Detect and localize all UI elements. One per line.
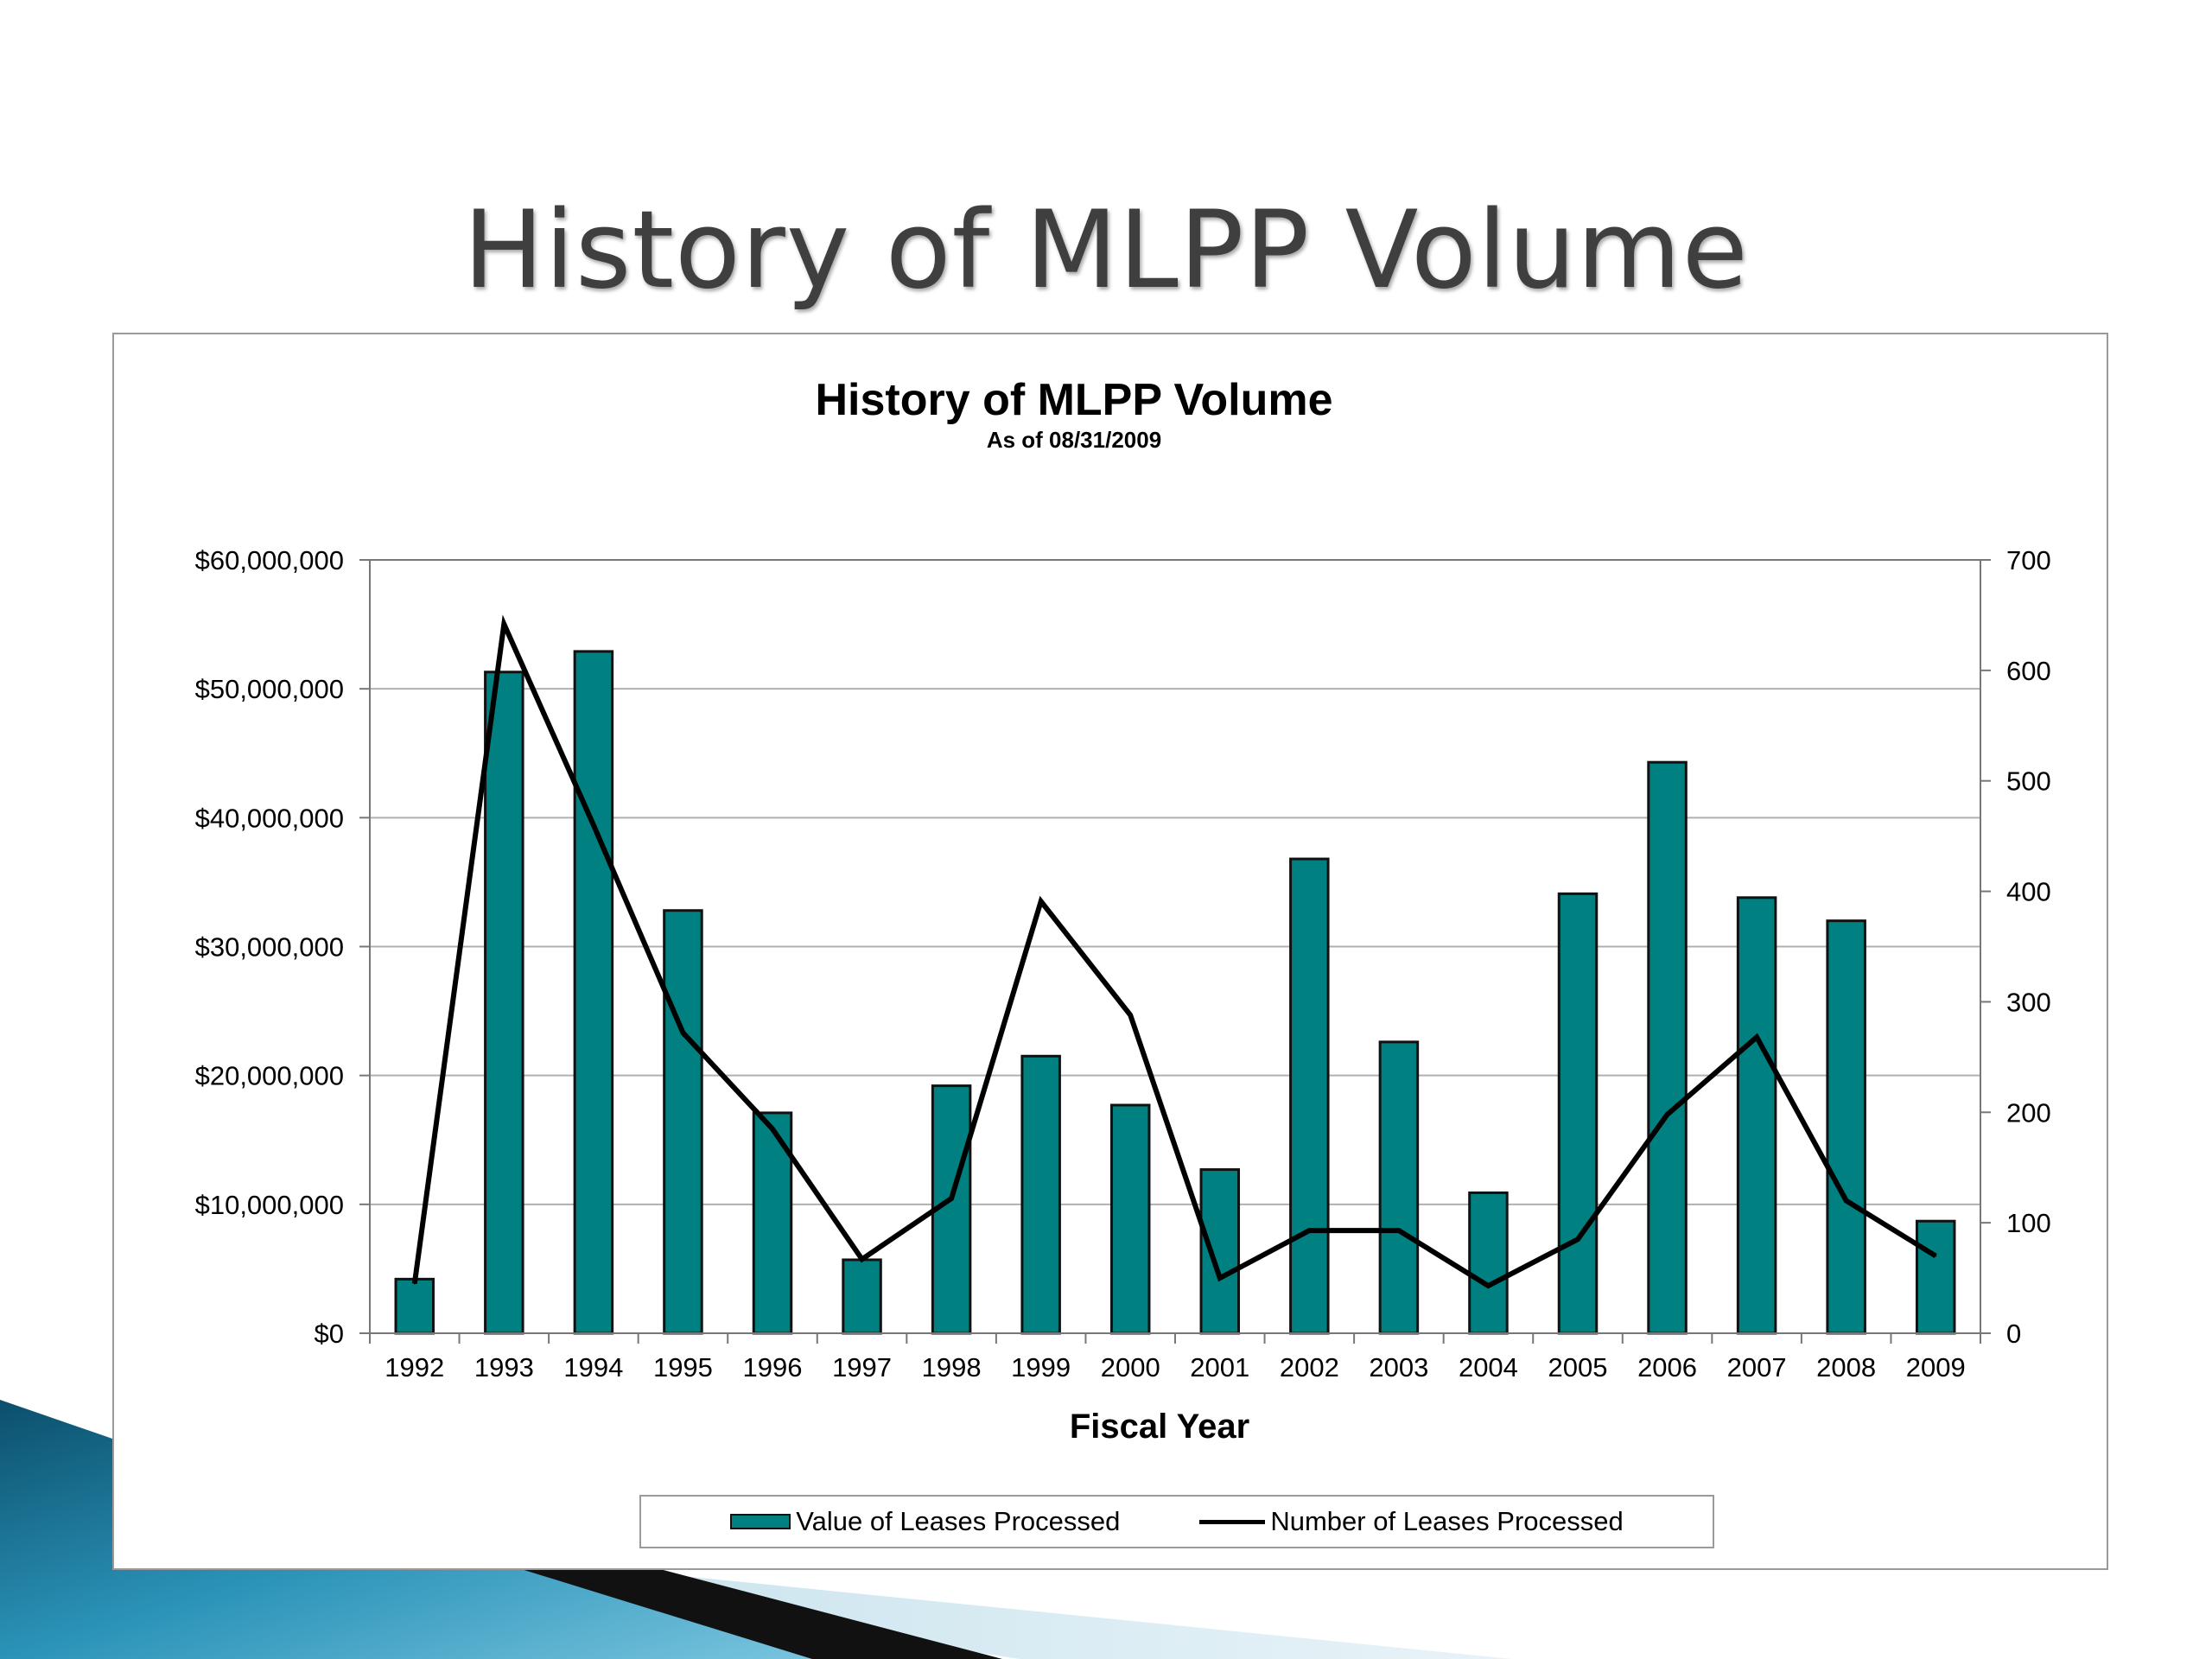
- line-point: [1756, 1036, 1758, 1039]
- x-tick-label: 1995: [653, 1352, 713, 1382]
- line-point: [1935, 1255, 1937, 1257]
- legend-item-number: Number of Leases Processed: [1199, 1506, 1624, 1537]
- line-series: [411, 614, 1937, 1289]
- bar: [1915, 1219, 1956, 1335]
- legend-swatch-line: [1199, 1519, 1266, 1524]
- bar: [484, 671, 524, 1335]
- line-point: [592, 823, 594, 826]
- x-tick-label: 2004: [1459, 1352, 1518, 1382]
- line-point: [413, 1282, 416, 1285]
- y-tick-label: $50,000,000: [195, 674, 344, 704]
- line-point: [772, 1128, 773, 1130]
- line-point: [682, 1032, 684, 1034]
- x-tick-label: 1994: [563, 1352, 623, 1382]
- bar: [1199, 1168, 1241, 1335]
- axes: $0 $10,000,000 $20,000,000 $30,000,000 $40,0…: [195, 545, 2051, 1382]
- slide-title: History of MLPP Volume: [463, 188, 1749, 313]
- slide-decoration-pale-swoosh: [518, 1568, 1512, 1659]
- bar: [1557, 892, 1599, 1335]
- y2-tick-label: 200: [2006, 1097, 2051, 1128]
- line-point: [1487, 1285, 1490, 1287]
- y-tick-label: $30,000,000: [195, 932, 344, 963]
- x-tick-label: 2006: [1637, 1352, 1697, 1382]
- line-point: [1845, 1199, 1847, 1202]
- x-tick-label: 1992: [385, 1352, 444, 1382]
- line-point: [1308, 1230, 1311, 1232]
- chart-legend: Value of Leases Processed Number of Leas…: [639, 1495, 1714, 1548]
- y2-tick-label: 600: [2006, 656, 2051, 686]
- y2-tick-label: 100: [2006, 1208, 2051, 1238]
- x-tick-label: 1999: [1011, 1352, 1071, 1382]
- line-point: [1039, 900, 1042, 903]
- x-tick-label: 2009: [1906, 1352, 1966, 1382]
- chart-subtitle: As of 08/31/2009: [987, 427, 1161, 453]
- x-tick-label: 1998: [922, 1352, 982, 1382]
- series-line-number-of-leases: [411, 614, 1937, 1289]
- bar-series: [394, 650, 1956, 1335]
- y-tick-label: $40,000,000: [195, 803, 344, 833]
- y2-tick-label: 300: [2006, 987, 2051, 1017]
- bar: [663, 909, 703, 1335]
- bar: [1109, 1103, 1151, 1335]
- bar: [1468, 1191, 1509, 1335]
- bar: [1378, 1040, 1420, 1335]
- bar: [842, 1258, 882, 1335]
- x-tick-label: 2000: [1101, 1352, 1160, 1382]
- line-point: [950, 1198, 953, 1200]
- line-point: [1218, 1277, 1221, 1280]
- line-point: [1666, 1113, 1669, 1116]
- x-tick-label: 2003: [1369, 1352, 1428, 1382]
- line-point: [503, 623, 505, 626]
- x-tick-label: 2002: [1280, 1352, 1339, 1382]
- line-point: [1129, 1014, 1132, 1016]
- legend-label-number: Number of Leases Processed: [1270, 1506, 1624, 1536]
- y-tick-label: $60,000,000: [195, 545, 344, 575]
- y2-tick-label: 700: [2006, 545, 2051, 575]
- y-tick-label: $10,000,000: [195, 1190, 344, 1220]
- slide-decoration-blue-swoosh: [0, 1400, 847, 1659]
- legend-swatch-bar: [730, 1514, 791, 1529]
- y2-tick-label: 400: [2006, 877, 2051, 907]
- legend-label-value: Value of Leases Processed: [796, 1506, 1121, 1536]
- bar: [573, 650, 614, 1335]
- bar: [1647, 760, 1688, 1335]
- legend-item-value: Value of Leases Processed: [730, 1506, 1120, 1537]
- y2-tick-label: 0: [2006, 1319, 2021, 1349]
- bar: [1020, 1054, 1061, 1335]
- chart-title: History of MLPP Volume: [815, 375, 1332, 425]
- bar: [1289, 857, 1330, 1335]
- x-tick-label: 2005: [1548, 1352, 1608, 1382]
- x-axis-title: Fiscal Year: [1070, 1408, 1249, 1446]
- bar: [1826, 919, 1866, 1335]
- x-tick-label: 2008: [1816, 1352, 1876, 1382]
- x-tick-label: 2001: [1190, 1352, 1249, 1382]
- bar: [394, 1277, 435, 1335]
- y-tick-label: $0: [315, 1319, 344, 1349]
- x-tick-label: 1996: [743, 1352, 803, 1382]
- x-tick-label: 1993: [474, 1352, 534, 1382]
- y-tick-label: $20,000,000: [195, 1061, 344, 1091]
- y2-tick-label: 500: [2006, 766, 2051, 797]
- slide-decoration-dark-stripe: [518, 1568, 1002, 1659]
- x-tick-label: 2007: [1727, 1352, 1787, 1382]
- line-point: [1397, 1230, 1400, 1232]
- x-tick-label: 1997: [832, 1352, 892, 1382]
- line-point: [861, 1258, 863, 1261]
- bar: [1736, 896, 1777, 1335]
- line-point: [1577, 1238, 1579, 1241]
